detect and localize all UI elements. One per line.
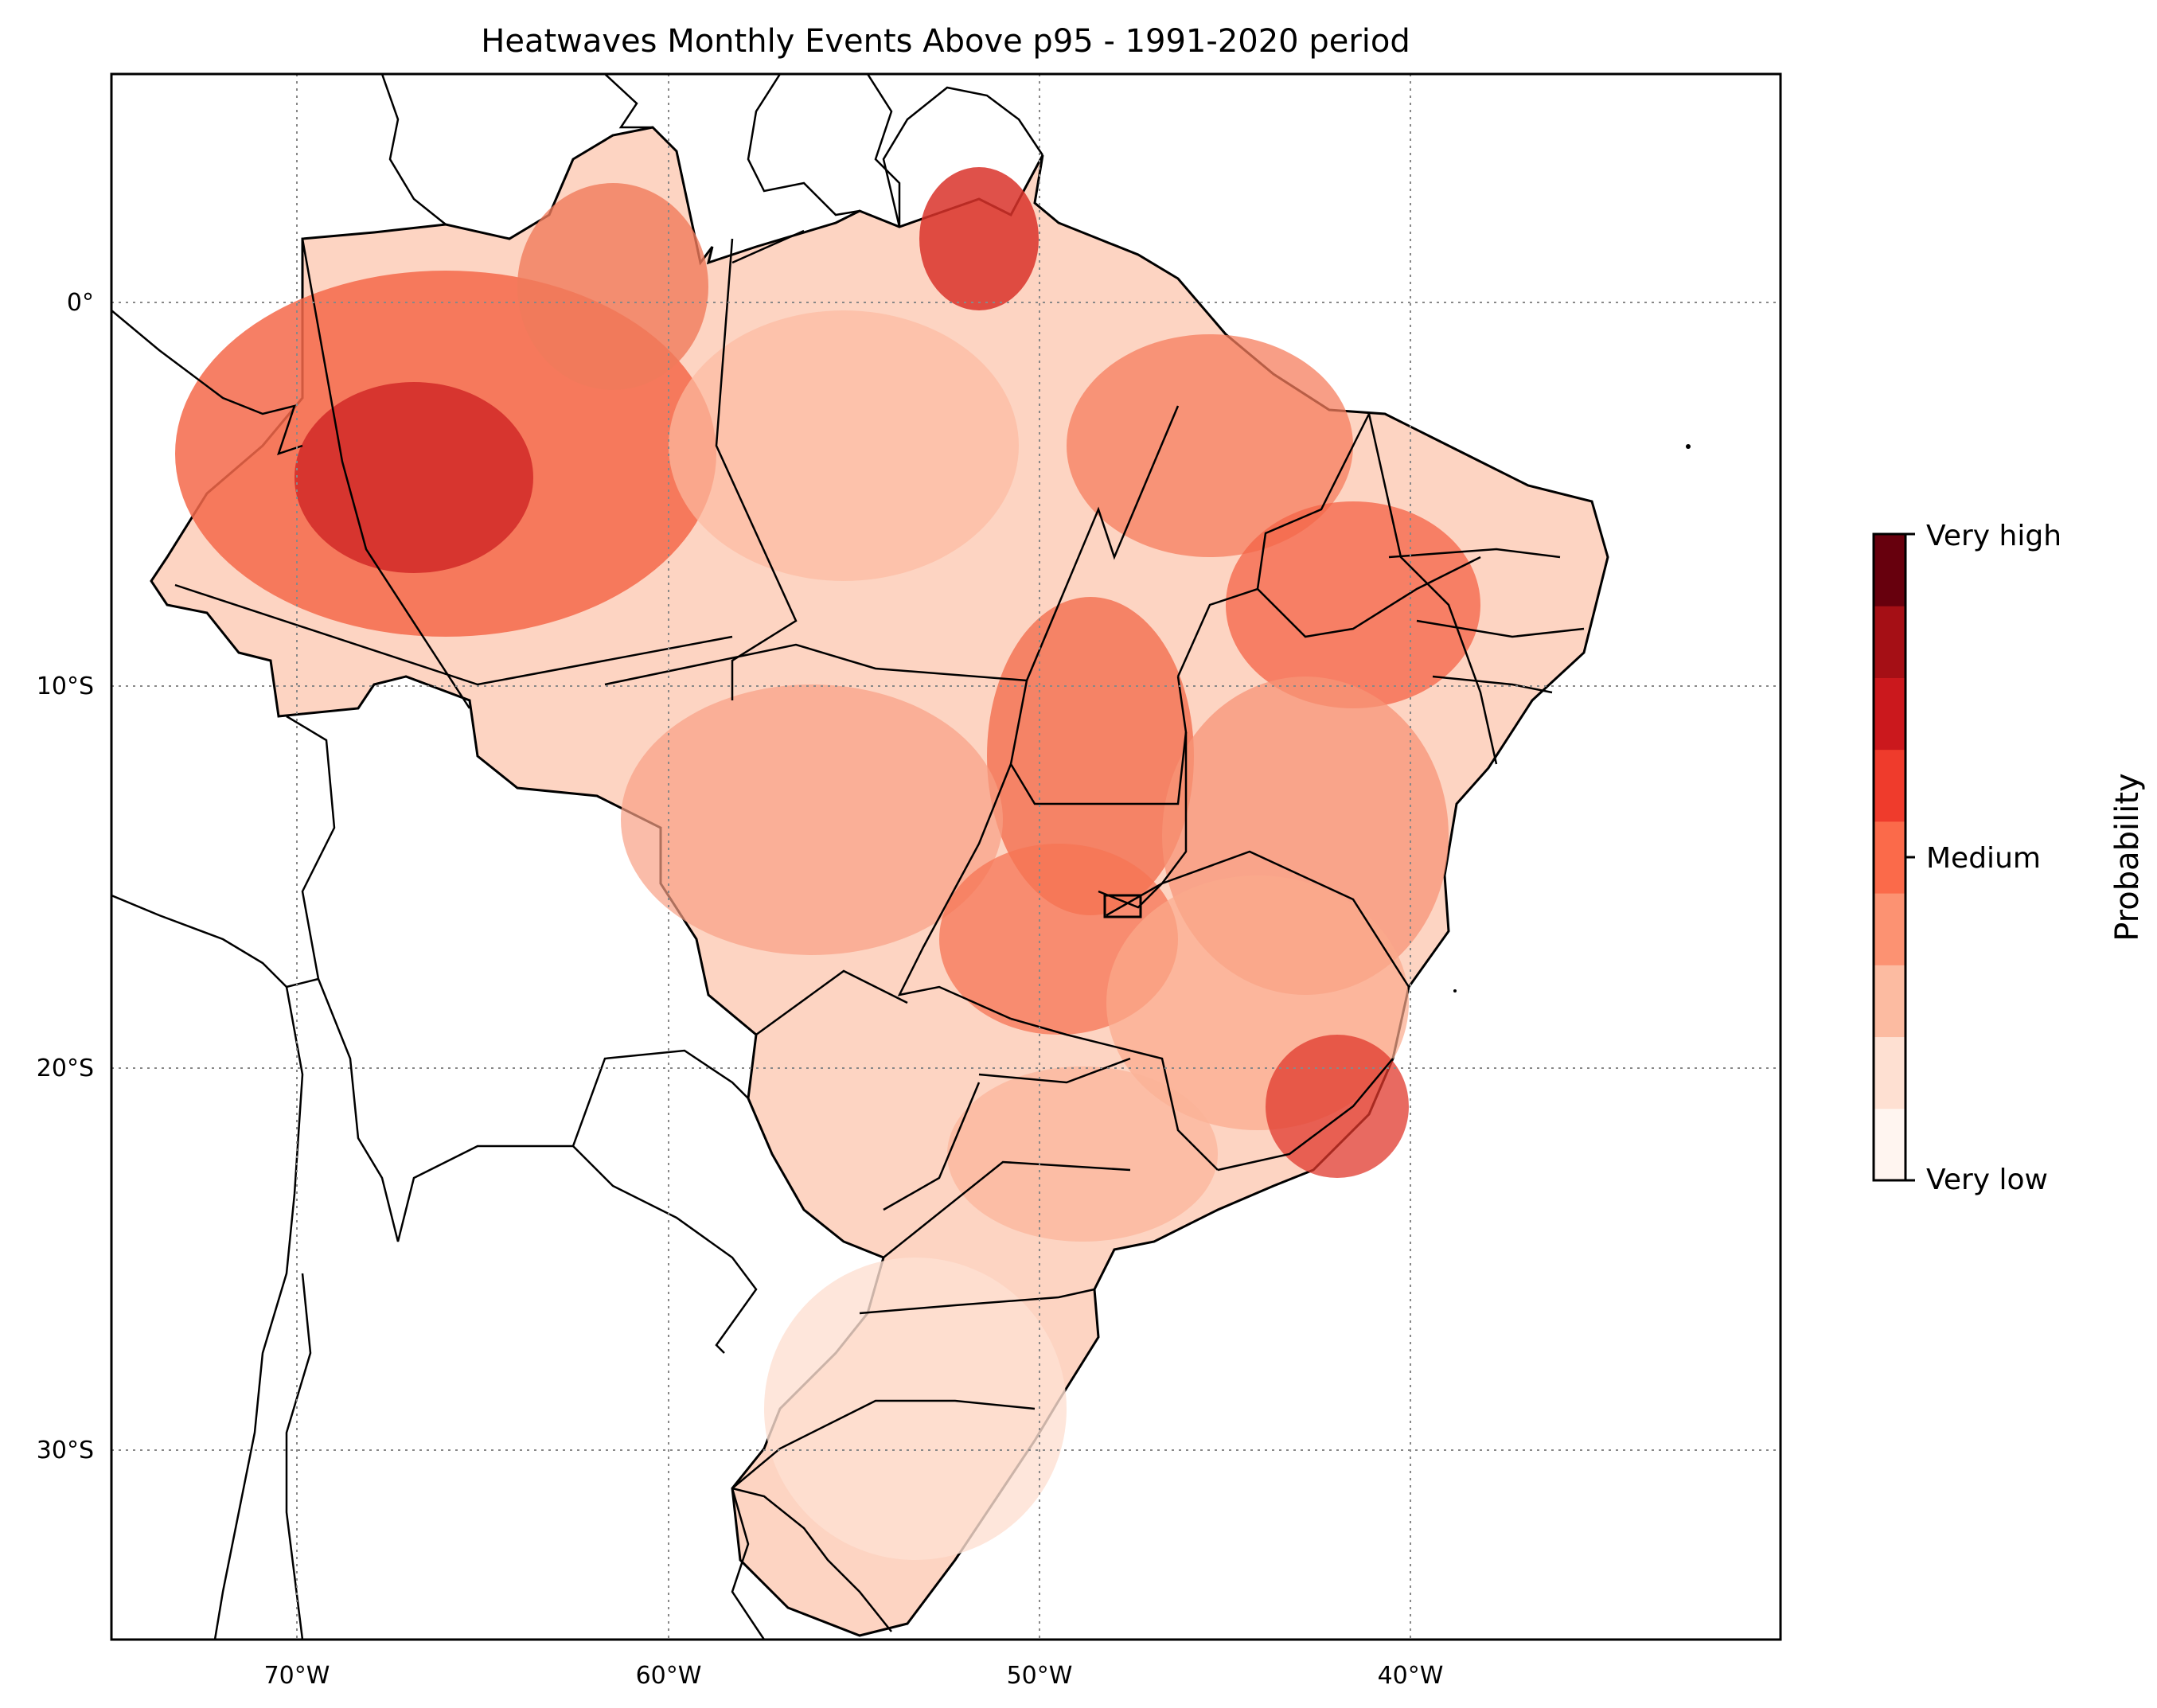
heat-band-rio — [1266, 1035, 1409, 1178]
y-tick-label: 20°S — [37, 1055, 94, 1082]
colorbar-segment — [1874, 534, 1905, 606]
y-tick-label: 30°S — [37, 1437, 94, 1464]
colorbar-axis-label: Probability — [2109, 773, 2146, 941]
colorbar-segment — [1874, 749, 1905, 822]
colorbar-ticks — [1905, 532, 1915, 1182]
heat-band-south-east — [947, 1067, 1218, 1242]
colorbar-tick-label: Medium — [1926, 842, 2041, 875]
state-borders — [174, 229, 1585, 1489]
colorbar-segment — [1874, 677, 1905, 751]
y-tick-label: 0° — [67, 289, 94, 317]
x-tick-label: 50°W — [1007, 1662, 1073, 1690]
country-borders — [111, 74, 1044, 1640]
y-axis-labels: 0° 10°S 20°S 30°S — [37, 289, 94, 1464]
y-tick-label: 10°S — [37, 673, 94, 700]
colorbar-segment — [1874, 1108, 1905, 1181]
colorbar-tick-label: Very high — [1926, 520, 2061, 552]
heat-band-east-amazon — [669, 310, 1019, 581]
map-frame — [110, 72, 1782, 1641]
colorbar-segment — [1874, 606, 1905, 678]
colorbar: Very low Medium Very high Probability — [1872, 520, 2146, 1196]
heat-band-central-west — [621, 684, 1003, 955]
heat-band-south — [764, 1258, 1067, 1560]
x-tick-label: 60°W — [636, 1662, 702, 1690]
heat-band-northeast — [1226, 501, 1480, 708]
x-tick-label: 70°W — [264, 1662, 330, 1690]
colorbar-segment — [1874, 965, 1905, 1038]
x-axis-labels: 70°W 60°W 50°W 40°W — [264, 1662, 1444, 1690]
federal-district — [1103, 894, 1142, 918]
gridlines — [111, 74, 1781, 1640]
island-marker — [1453, 989, 1457, 992]
heat-band-core — [294, 382, 533, 573]
colorbar-tick-label: Very low — [1926, 1164, 2048, 1196]
island-marker — [1686, 444, 1691, 449]
heat-band-roraima — [517, 183, 708, 390]
heat-band-amapa — [919, 167, 1039, 310]
colorbar-segments — [1874, 534, 1905, 1181]
map-area — [110, 72, 1782, 1641]
colorbar-segment — [1874, 1036, 1905, 1109]
colorbar-segment — [1874, 893, 1905, 965]
figure-title: Heatwaves Monthly Events Above p95 - 199… — [481, 23, 1410, 60]
x-tick-label: 40°W — [1378, 1662, 1444, 1690]
colorbar-segment — [1874, 821, 1905, 894]
